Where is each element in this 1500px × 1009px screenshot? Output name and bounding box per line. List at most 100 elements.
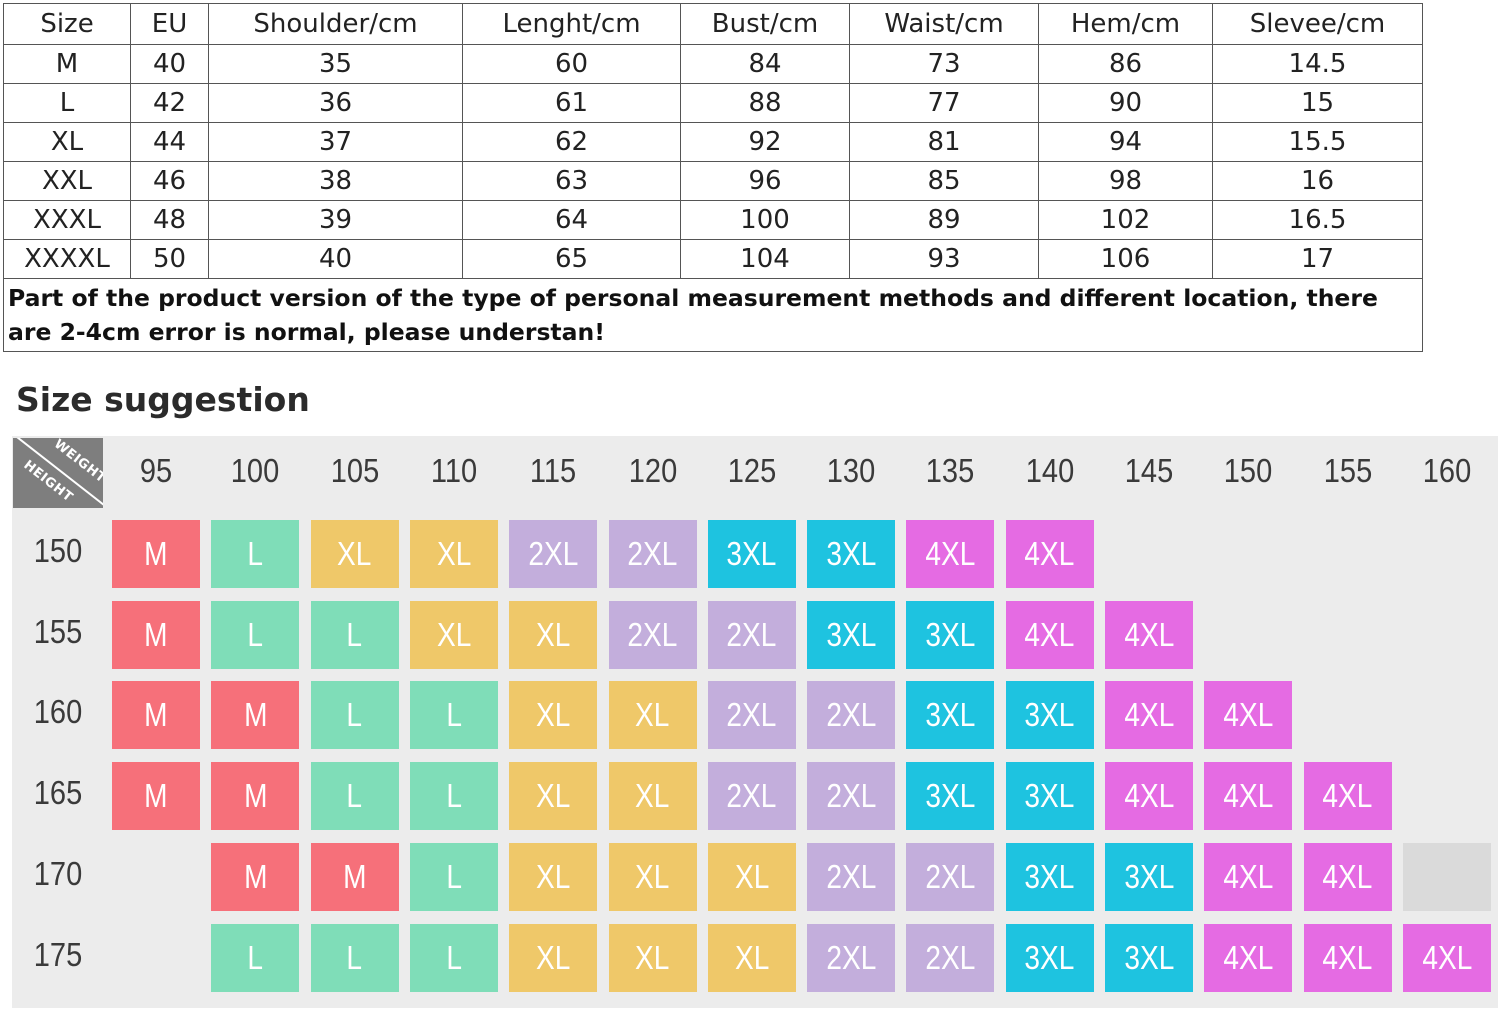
height-header: 165 [33,774,83,812]
size-cell-label: 4XL [1421,938,1472,976]
size-cell-label: 3XL [826,615,877,653]
size-cell-label: 3XL [826,535,877,572]
table-cell: 94 [1038,122,1213,162]
size-cell: 2XL [807,762,896,831]
size-cell-label: 2XL [826,938,877,976]
size-cell-label: XL [337,535,372,572]
size-cell: 3XL [1005,923,1094,992]
weight-header: 125 [727,452,777,489]
table-row: M 40 35 60 84 73 86 14.5 [3,44,1423,84]
table-cell: 42 [130,83,209,123]
size-cell-label: L [247,535,264,572]
corner-height-label: HEIGHT [20,457,76,506]
table-cell: 93 [849,239,1039,279]
table-cell: 81 [849,122,1039,162]
size-cell-label: 3XL [1124,857,1174,895]
size-cell-label: L [346,938,363,976]
size-cell-label: 4XL [1024,615,1075,653]
size-cell-label: XL [436,615,472,653]
weight-header: 150 [1224,452,1273,489]
table-cell: 60 [462,44,681,84]
size-cell-label: L [446,777,462,815]
size-cell-label: M [243,857,267,895]
size-cell-label: L [346,615,363,653]
size-cell-label: XL [635,777,670,815]
table-cell: XXXXL [3,239,131,279]
size-cell: 4XL [1204,923,1293,992]
table-cell: 98 [1038,161,1213,201]
size-cell: L [409,762,498,831]
size-cell: 3XL [1105,842,1193,911]
size-cell: 4XL [1005,520,1094,588]
size-cell-label: 3XL [726,535,777,572]
empty-size-cell [1402,842,1491,911]
table-cell: 35 [208,44,463,84]
weight-header: 115 [530,452,577,489]
size-cell-label: 2XL [826,857,877,895]
size-cell: 4XL [1303,762,1392,831]
size-cell: 4XL [1105,762,1193,831]
table-row: XL 44 37 62 92 81 94 15.5 [3,122,1423,162]
table-cell: L [3,83,131,123]
header-shoulder: Shoulder/cm [208,3,463,45]
table-cell: 64 [462,200,681,240]
size-cell: 2XL [707,600,796,669]
size-cell: M [211,842,300,911]
header-sleeve: Slevee/cm [1212,3,1423,45]
size-cell: XL [409,600,498,669]
size-suggestion-grid: WEIGHT HEIGHT 95 100 105 110 115 120 125 130 135… [12,436,1498,1008]
height-header: 150 [33,532,83,569]
corner-weight-label: WEIGHT [50,438,103,487]
size-cell: 3XL [1005,681,1094,750]
size-cell-label: L [346,777,363,815]
size-cell: 3XL [906,681,995,750]
size-cell-label: M [144,615,168,653]
size-cell-label: 4XL [1223,857,1274,895]
size-cell: XL [310,520,399,588]
table-cell: 16 [1212,161,1423,201]
size-cell-label: M [243,777,267,815]
size-cell-label: 2XL [925,857,976,895]
size-cell-label: 4XL [1223,938,1274,976]
size-cell: XL [509,842,598,911]
table-cell: 73 [849,44,1039,84]
weight-header: 110 [430,452,478,489]
table-cell: 48 [130,200,209,240]
size-cell-label: 4XL [1223,696,1274,734]
weight-height-corner: WEIGHT HEIGHT [13,438,103,508]
size-cell: XL [608,923,697,992]
size-cell: 2XL [807,681,896,750]
size-cell-label: XL [536,615,571,653]
size-cell: 3XL [1005,842,1094,911]
size-cell: 3XL [906,600,995,669]
table-cell: 46 [130,161,209,201]
weight-header: 100 [231,452,280,489]
table-cell: M [3,44,131,84]
height-header: 175 [33,935,83,973]
size-cell-label: 2XL [726,615,777,653]
size-cell-label: M [144,777,168,815]
table-cell: 88 [680,83,850,123]
table-cell: 65 [462,239,681,279]
table-cell: 77 [849,83,1039,123]
table-cell: 40 [130,44,209,84]
table-cell: 16.5 [1212,200,1423,240]
table-cell: XL [3,122,131,162]
size-cell: 4XL [1105,600,1193,669]
size-cell-label: L [446,857,462,895]
size-cell: XL [509,681,598,750]
size-cell: 4XL [1303,842,1392,911]
size-cell: 4XL [1105,681,1193,750]
size-cell: 4XL [906,520,995,588]
size-cell: 3XL [1005,762,1094,831]
table-cell: 102 [1038,200,1213,240]
table-cell: 63 [462,161,681,201]
header-eu: EU [130,3,209,45]
table-cell: 39 [208,200,463,240]
size-cell-label: M [342,857,367,895]
size-cell-label: 3XL [1124,938,1174,976]
table-row: L 42 36 61 88 77 90 15 [3,83,1423,123]
table-cell: 89 [849,200,1039,240]
table-cell: 14.5 [1212,44,1423,84]
size-cell: 4XL [1303,923,1392,992]
